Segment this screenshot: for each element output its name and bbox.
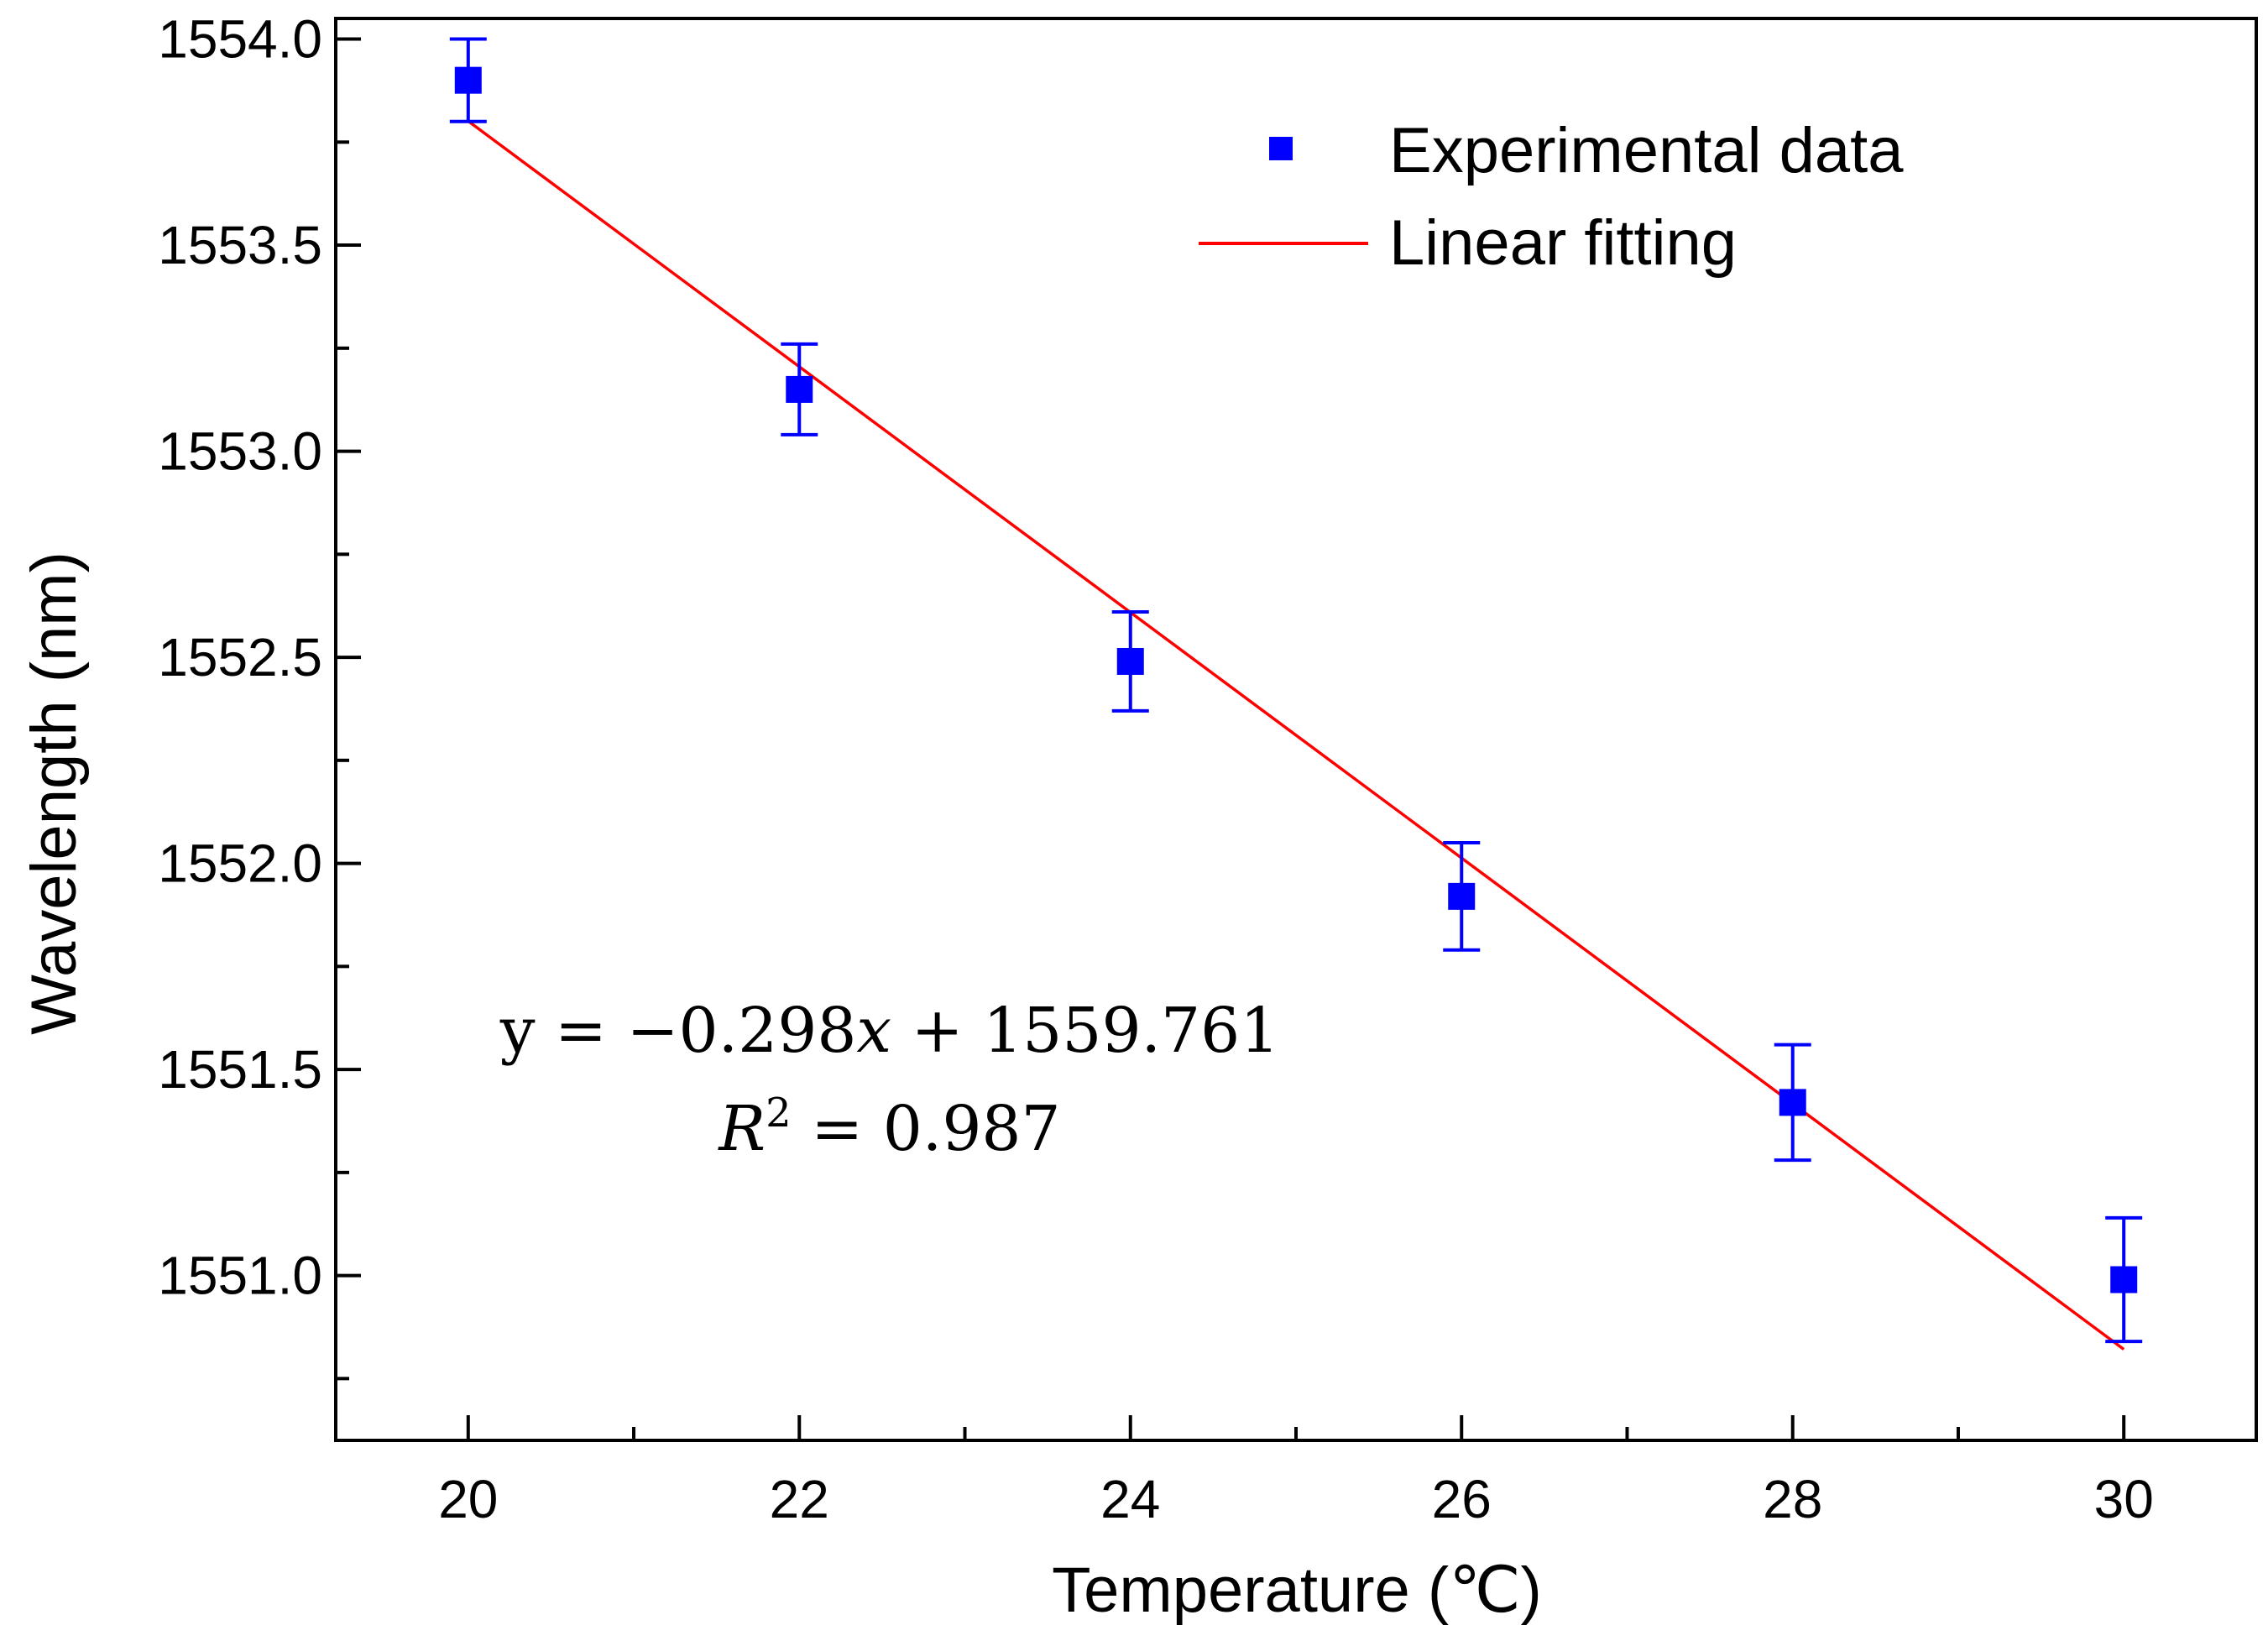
y-tick-label: 1552.5 bbox=[158, 627, 322, 687]
y-axis-title: Wavelength (nm) bbox=[18, 551, 90, 1035]
data-point bbox=[786, 375, 813, 403]
legend-label-experimental: Experimental data bbox=[1389, 115, 1904, 186]
x-tick-label: 24 bbox=[1100, 1469, 1160, 1529]
data-point bbox=[1116, 647, 1144, 675]
x-tick-label: 22 bbox=[770, 1469, 829, 1529]
x-tick-label: 20 bbox=[438, 1469, 498, 1529]
plot-frame bbox=[334, 17, 2258, 1442]
fit-equation-variable: x bbox=[856, 995, 891, 1067]
legend: Experimental data Linear fitting bbox=[1199, 115, 1904, 279]
x-tick-label: 28 bbox=[1763, 1469, 1822, 1529]
y-tick-label: 1551.0 bbox=[158, 1246, 322, 1306]
y-tick-label: 1554.0 bbox=[158, 9, 322, 70]
fit-equation: y = −0.298x + 1559.761 bbox=[499, 995, 1280, 1067]
r-squared-symbol: R bbox=[717, 1093, 766, 1165]
legend-marker-experimental bbox=[1269, 137, 1293, 160]
fit-equation-suffix: + 1559.761 bbox=[891, 995, 1279, 1067]
data-point bbox=[1779, 1089, 1806, 1116]
x-axis: 20 22 24 26 28 30 bbox=[438, 1415, 2154, 1529]
y-axis: 1551.0 1551.5 1552.0 1552.5 1553.0 1553.5 1554… bbox=[158, 9, 361, 1381]
r-squared: R2 = 0.987 bbox=[717, 1090, 1060, 1165]
legend-label-linear-fit: Linear fitting bbox=[1389, 207, 1737, 279]
experimental-data-series bbox=[449, 37, 2143, 1344]
x-axis-title: Temperature (℃) bbox=[1052, 1555, 1542, 1626]
x-tick-label: 26 bbox=[1432, 1469, 1492, 1529]
data-point bbox=[1448, 882, 1476, 910]
data-point bbox=[454, 66, 482, 94]
y-tick-label: 1553.5 bbox=[158, 215, 322, 275]
y-tick-label: 1552.0 bbox=[158, 834, 322, 894]
r-squared-value: = 0.987 bbox=[792, 1093, 1061, 1165]
y-tick-label: 1551.5 bbox=[158, 1039, 322, 1100]
linear-fit-series bbox=[467, 119, 2125, 1351]
r-squared-exponent: 2 bbox=[766, 1090, 792, 1137]
y-tick-label: 1553.0 bbox=[158, 421, 322, 482]
data-point bbox=[2110, 1266, 2138, 1293]
fit-equation-prefix: y = −0.298 bbox=[499, 995, 857, 1067]
x-tick-label: 30 bbox=[2094, 1469, 2154, 1529]
fit-line bbox=[467, 119, 2125, 1351]
